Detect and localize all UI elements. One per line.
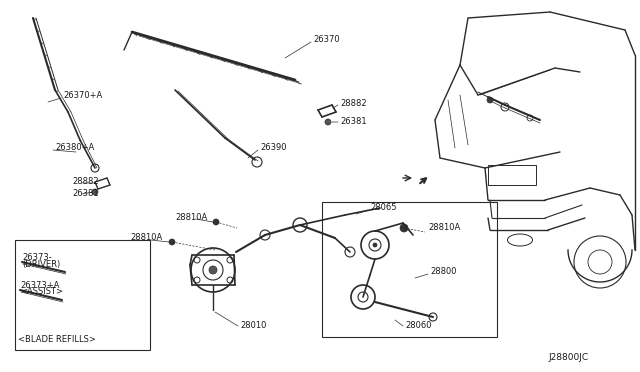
Circle shape bbox=[400, 224, 408, 232]
Text: 28882: 28882 bbox=[72, 177, 99, 186]
Text: 28882: 28882 bbox=[340, 99, 367, 108]
Circle shape bbox=[209, 266, 217, 274]
Text: J28800JC: J28800JC bbox=[548, 353, 588, 362]
Text: 26373+A: 26373+A bbox=[20, 280, 60, 289]
Text: 28010: 28010 bbox=[240, 321, 266, 330]
Circle shape bbox=[487, 97, 493, 103]
Text: 26390: 26390 bbox=[260, 144, 287, 153]
Circle shape bbox=[325, 119, 331, 125]
Text: 28065: 28065 bbox=[370, 203, 397, 212]
Bar bbox=[488, 165, 536, 185]
Text: 26381: 26381 bbox=[340, 118, 367, 126]
Text: 28810A: 28810A bbox=[130, 234, 163, 243]
Text: 28800: 28800 bbox=[430, 267, 456, 276]
Text: 26373-: 26373- bbox=[22, 253, 52, 263]
Circle shape bbox=[169, 239, 175, 245]
Text: 28060: 28060 bbox=[405, 321, 431, 330]
Bar bbox=[15, 240, 150, 350]
Text: 26370+A: 26370+A bbox=[63, 92, 102, 100]
Text: 28810A: 28810A bbox=[428, 224, 460, 232]
Text: 26380+A: 26380+A bbox=[55, 144, 94, 153]
Circle shape bbox=[92, 189, 98, 195]
Bar bbox=[322, 202, 497, 337]
Text: 26381: 26381 bbox=[72, 189, 99, 199]
Text: 28810A: 28810A bbox=[175, 212, 207, 221]
Text: 26370: 26370 bbox=[313, 35, 340, 45]
Circle shape bbox=[213, 219, 219, 225]
Text: <BLADE REFILLS>: <BLADE REFILLS> bbox=[18, 336, 96, 344]
Text: <ASSIST>: <ASSIST> bbox=[20, 288, 63, 296]
Circle shape bbox=[373, 243, 377, 247]
Text: (DRIVER): (DRIVER) bbox=[22, 260, 60, 269]
